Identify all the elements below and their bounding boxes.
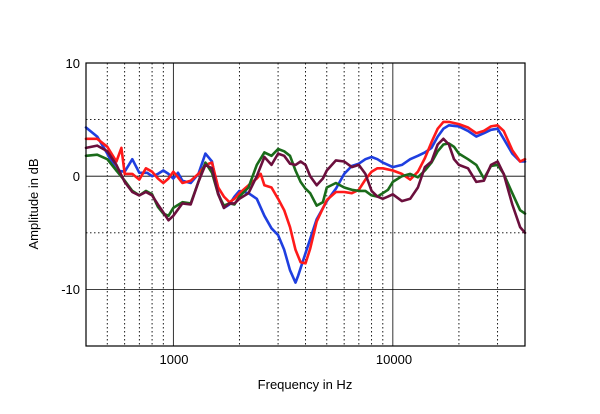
x-tick-label-10000: 10000 <box>376 352 412 367</box>
grid <box>86 63 525 346</box>
series-line-1 <box>84 124 527 284</box>
series-line-2 <box>84 120 527 265</box>
y-axis-title: Amplitude in dB <box>26 158 41 249</box>
x-axis-title: Frequency in Hz <box>258 377 353 392</box>
series-group <box>84 120 527 284</box>
y-tick-label-10: 10 <box>66 56 80 71</box>
plot-frame <box>85 62 526 347</box>
series-line-4 <box>84 137 527 235</box>
y-tick-label-minus-10: -10 <box>61 282 80 297</box>
y-tick-label-0: 0 <box>73 169 80 184</box>
x-tick-label-1000: 1000 <box>160 352 189 367</box>
